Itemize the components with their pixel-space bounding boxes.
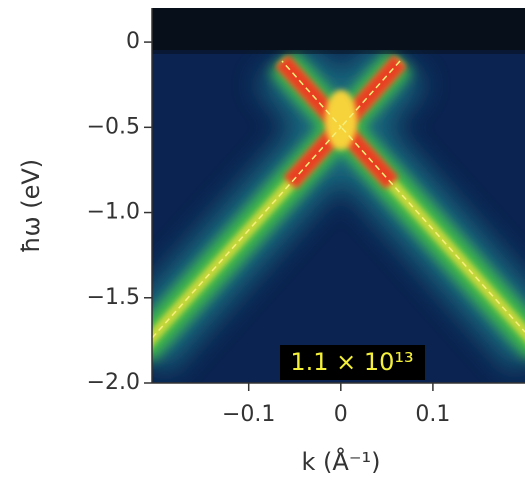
y-tick-label: −0.5 bbox=[87, 114, 140, 139]
x-axis-label: k (Å⁻¹) bbox=[302, 447, 381, 476]
y-axis-label: ħω (eV) bbox=[17, 159, 45, 253]
x-tick-label: −0.1 bbox=[222, 402, 275, 427]
annotation-box bbox=[280, 345, 425, 380]
y-tick-label: 0 bbox=[126, 29, 140, 54]
annotation: 1.1 × 10¹³ bbox=[290, 348, 413, 376]
y-tick-label: −1.0 bbox=[87, 200, 140, 225]
spectrum-image bbox=[152, 8, 525, 383]
y-tick-label: −1.5 bbox=[87, 285, 140, 310]
y-tick-label: −2.0 bbox=[87, 370, 140, 395]
x-tick-label: 0.1 bbox=[415, 402, 450, 427]
x-tick-label: 0 bbox=[334, 402, 348, 427]
